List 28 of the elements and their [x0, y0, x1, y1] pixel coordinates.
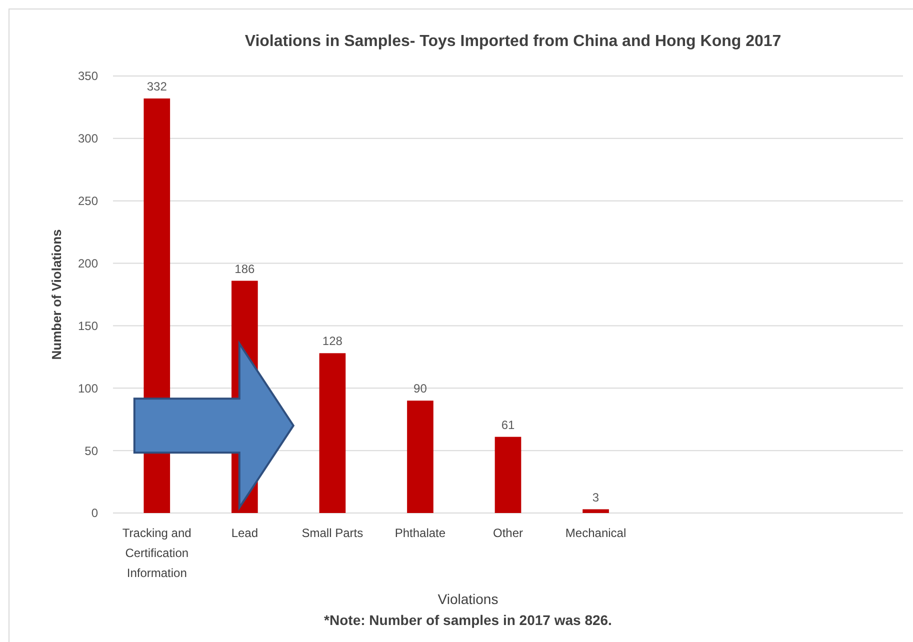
y-tick-label: 50 [84, 444, 98, 458]
x-tick-label: Phthalate [394, 526, 446, 540]
data-label: 332 [146, 79, 168, 94]
bar [582, 509, 609, 513]
bar [494, 436, 522, 513]
bar [319, 353, 346, 513]
x-tick-label: Other [492, 526, 524, 540]
data-label: 128 [322, 334, 343, 348]
data-label: 90 [414, 382, 428, 396]
data-label: 186 [234, 262, 255, 276]
x-tick-label: Mechanical [565, 526, 626, 540]
data-label: 3 [592, 490, 600, 504]
text: *Note: Number of samples in 2017 was 826. [324, 612, 612, 628]
x-axis-title: Violations [438, 591, 498, 607]
x-tick-label: Small Parts [302, 526, 364, 540]
y-tick-label: 350 [78, 69, 98, 84]
x-tick-label: Lead [231, 526, 258, 540]
y-tick-label: 200 [78, 256, 98, 270]
y-tick-label: 150 [78, 318, 98, 333]
data-label: 61 [501, 418, 515, 432]
chart-title: Violations in Samples- Toys Imported from China and Hong Kong 2017 [244, 33, 782, 50]
y-tick-label: 0 [91, 506, 98, 520]
y-tick-label: 300 [78, 132, 98, 146]
x-tick-label: Tracking and Certification Information [122, 526, 192, 580]
y-tick-label: 250 [78, 194, 98, 208]
bar [407, 400, 434, 513]
y-axis-title: Number of Violations [49, 229, 64, 360]
y-tick-label: 100 [78, 381, 98, 396]
